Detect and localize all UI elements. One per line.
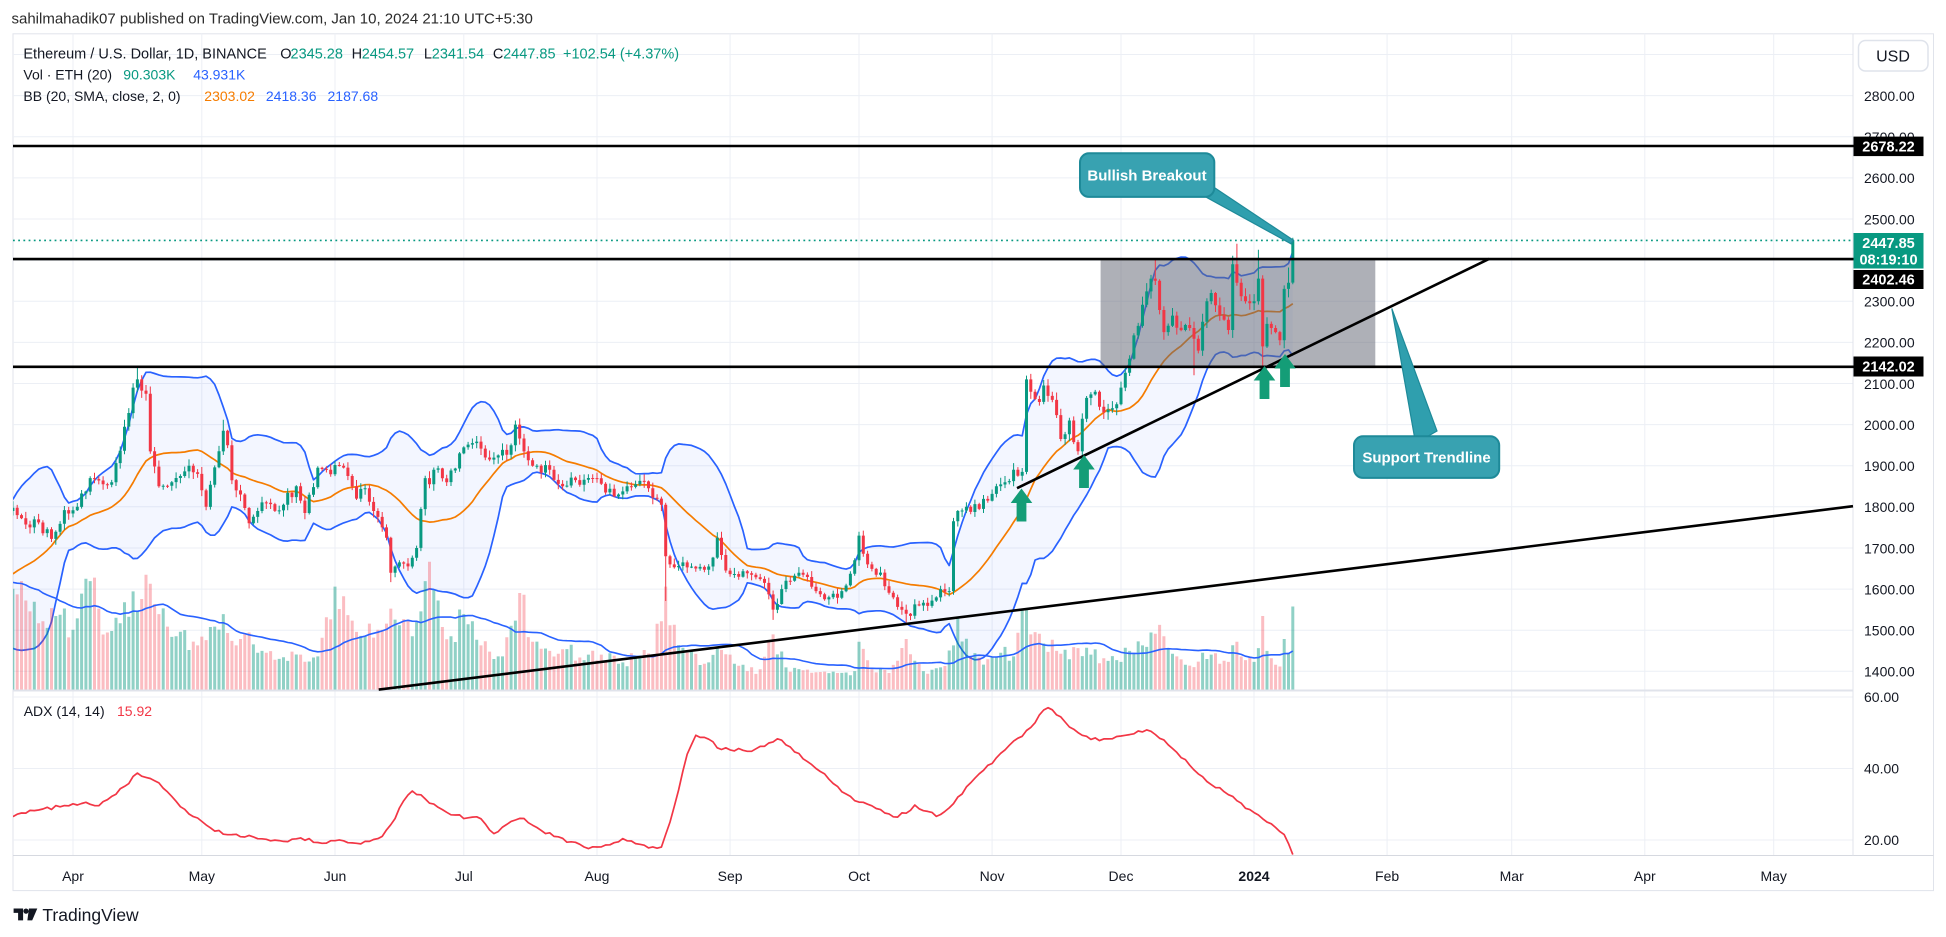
svg-text:May: May bbox=[1760, 868, 1786, 884]
svg-text:08:19:10: 08:19:10 bbox=[1859, 253, 1917, 269]
svg-text:60.00: 60.00 bbox=[1864, 689, 1899, 705]
svg-text:Feb: Feb bbox=[1375, 868, 1399, 884]
svg-text:Jun: Jun bbox=[324, 868, 347, 884]
svg-text:15.92: 15.92 bbox=[117, 703, 152, 719]
svg-text:2000.00: 2000.00 bbox=[1864, 417, 1915, 433]
svg-text:1600.00: 1600.00 bbox=[1864, 581, 1915, 597]
svg-text:2447.85: 2447.85 bbox=[503, 47, 555, 63]
svg-text:Sep: Sep bbox=[718, 868, 743, 884]
svg-text:H: H bbox=[352, 47, 362, 63]
svg-text:2447.85: 2447.85 bbox=[1862, 236, 1914, 252]
svg-text:+102.54 (+4.37%): +102.54 (+4.37%) bbox=[563, 47, 679, 63]
svg-text:Jul: Jul bbox=[455, 868, 473, 884]
svg-text:Nov: Nov bbox=[980, 868, 1005, 884]
svg-text:L: L bbox=[424, 47, 432, 63]
svg-text:2454.57: 2454.57 bbox=[362, 47, 414, 63]
svg-text:C: C bbox=[493, 47, 503, 63]
svg-text:Bullish Breakout: Bullish Breakout bbox=[1087, 168, 1206, 185]
svg-text:2402.46: 2402.46 bbox=[1862, 273, 1914, 289]
svg-text:USD: USD bbox=[1876, 49, 1910, 66]
svg-text:Vol · ETH (20): Vol · ETH (20) bbox=[23, 67, 112, 83]
svg-text:2100.00: 2100.00 bbox=[1864, 376, 1915, 392]
svg-text:TradingView: TradingView bbox=[42, 905, 139, 925]
svg-text:1800.00: 1800.00 bbox=[1864, 499, 1915, 515]
svg-text:Ethereum / U.S. Dollar, 1D, BI: Ethereum / U.S. Dollar, 1D, BINANCE bbox=[23, 47, 267, 63]
svg-text:1700.00: 1700.00 bbox=[1864, 540, 1915, 556]
svg-text:2341.54: 2341.54 bbox=[432, 47, 484, 63]
svg-text:Mar: Mar bbox=[1500, 868, 1524, 884]
svg-text:Apr: Apr bbox=[1634, 868, 1656, 884]
svg-text:2500.00: 2500.00 bbox=[1864, 211, 1915, 227]
svg-text:Dec: Dec bbox=[1109, 868, 1134, 884]
svg-text:2678.22: 2678.22 bbox=[1862, 139, 1914, 155]
svg-text:2303.02: 2303.02 bbox=[204, 88, 255, 104]
svg-text:2345.28: 2345.28 bbox=[291, 47, 343, 63]
svg-text:2142.02: 2142.02 bbox=[1862, 360, 1914, 376]
svg-text:Support Trendline: Support Trendline bbox=[1362, 450, 1490, 467]
svg-text:1400.00: 1400.00 bbox=[1864, 664, 1915, 680]
svg-text:Aug: Aug bbox=[585, 868, 610, 884]
svg-text:Apr: Apr bbox=[62, 868, 84, 884]
svg-text:2200.00: 2200.00 bbox=[1864, 335, 1915, 351]
svg-text:2024: 2024 bbox=[1238, 868, 1269, 884]
svg-text:May: May bbox=[189, 868, 215, 884]
svg-text:2300.00: 2300.00 bbox=[1864, 294, 1915, 310]
svg-text:2418.36: 2418.36 bbox=[266, 88, 317, 104]
svg-text:2187.68: 2187.68 bbox=[328, 88, 379, 104]
svg-text:sahilmahadik07 published on Tr: sahilmahadik07 published on TradingView.… bbox=[12, 11, 533, 28]
svg-text:43.931K: 43.931K bbox=[193, 67, 246, 83]
svg-text:Oct: Oct bbox=[848, 868, 870, 884]
svg-text:90.303K: 90.303K bbox=[123, 67, 176, 83]
svg-text:O: O bbox=[280, 47, 291, 63]
svg-text:1900.00: 1900.00 bbox=[1864, 458, 1915, 474]
svg-text:2800.00: 2800.00 bbox=[1864, 88, 1915, 104]
svg-text:1500.00: 1500.00 bbox=[1864, 623, 1915, 639]
svg-text:40.00: 40.00 bbox=[1864, 761, 1899, 777]
svg-text:BB (20, SMA, close, 2, 0): BB (20, SMA, close, 2, 0) bbox=[23, 88, 180, 104]
svg-text:20.00: 20.00 bbox=[1864, 832, 1899, 848]
svg-text:2600.00: 2600.00 bbox=[1864, 170, 1915, 186]
svg-text:ADX (14, 14): ADX (14, 14) bbox=[24, 703, 105, 719]
